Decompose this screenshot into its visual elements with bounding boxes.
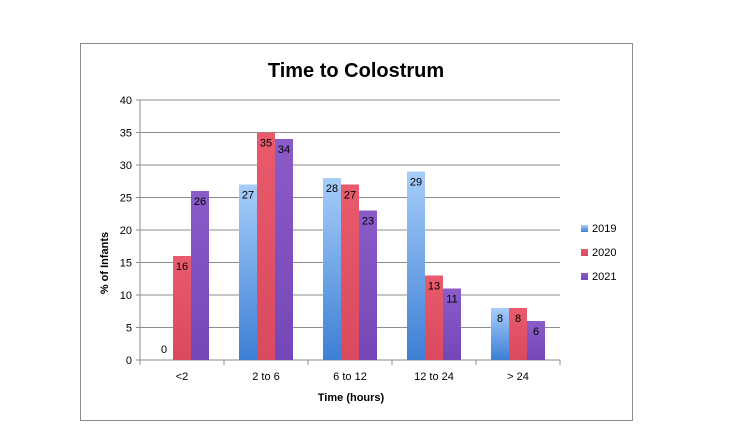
data-label-2020-0: 16 [176,261,188,273]
y-tick-label: 25 [120,193,132,205]
bars [173,132,545,360]
data-label-2020-3: 13 [428,281,440,293]
data-label-2020-4: 8 [515,313,521,325]
data-label-2019-3: 29 [410,177,422,189]
x-tick-label: 2 to 6 [252,371,280,383]
bar-2020-4 [509,308,527,360]
data-label-2019-2: 28 [326,183,338,195]
bar-2019-1 [239,184,257,360]
y-axis-title: % of Infants [99,232,111,294]
bar-2021-2 [359,210,377,360]
x-tick-label: 12 to 24 [414,371,454,383]
legend-swatch-2021 [581,273,588,280]
y-tick-labels: 0 5 10 15 20 25 30 35 40 [120,95,132,367]
data-label-2021-4: 6 [533,326,539,338]
bar-2020-2 [341,184,359,360]
y-tick-label: 0 [126,355,132,367]
data-label-2020-2: 27 [344,190,356,202]
bar-2019-2 [323,178,341,360]
y-tick-label: 30 [120,160,132,172]
bar-2020-3 [425,275,443,360]
y-tick-label: 20 [120,225,132,237]
bar-2021-0 [191,191,209,360]
bar-2020-0 [173,256,191,360]
legend-swatch-2019 [581,225,588,232]
legend-label-2020: 2020 [592,247,616,259]
bar-2020-1 [257,132,275,360]
x-tick-label: 6 to 12 [333,371,367,383]
legend-label-2021: 2021 [592,271,616,283]
data-label-2021-0: 26 [194,196,206,208]
bar-2019-4 [491,308,509,360]
data-label-2021-1: 34 [278,144,290,156]
y-tick-label: 10 [120,290,132,302]
data-label-2019-1: 27 [242,190,254,202]
y-tick-label: 15 [120,258,132,270]
legend-swatch-2020 [581,249,588,256]
bar-2021-3 [443,288,461,360]
bar-2019-3 [407,171,425,360]
chart: Time to Colostrum 0 5 10 15 20 25 30 35 40 0 16 26… [99,60,616,404]
bar-2021-4 [527,321,545,360]
y-tick-label: 5 [126,323,132,335]
bar-2021-1 [275,139,293,360]
y-tick-label: 35 [120,128,132,140]
chart-frame: Time to Colostrum 0 5 10 15 20 25 30 35 40 0 16 26… [80,43,633,421]
data-label-2019-4: 8 [497,313,503,325]
x-tick-labels: <2 2 to 6 6 to 12 12 to 24 > 24 [176,371,529,383]
data-label-2021-3: 11 [446,294,457,306]
data-label-2019-0: 0 [161,344,167,356]
x-tick-label: <2 [176,371,189,383]
legend: 2019 2020 2021 [581,223,616,283]
data-label-2020-1: 35 [260,138,272,150]
x-tick-label: > 24 [507,371,529,383]
legend-label-2019: 2019 [592,223,616,235]
chart-title: Time to Colostrum [268,60,444,82]
y-tick-label: 40 [120,95,132,107]
x-axis-title: Time (hours) [318,392,385,404]
data-label-2021-2: 23 [362,216,374,228]
